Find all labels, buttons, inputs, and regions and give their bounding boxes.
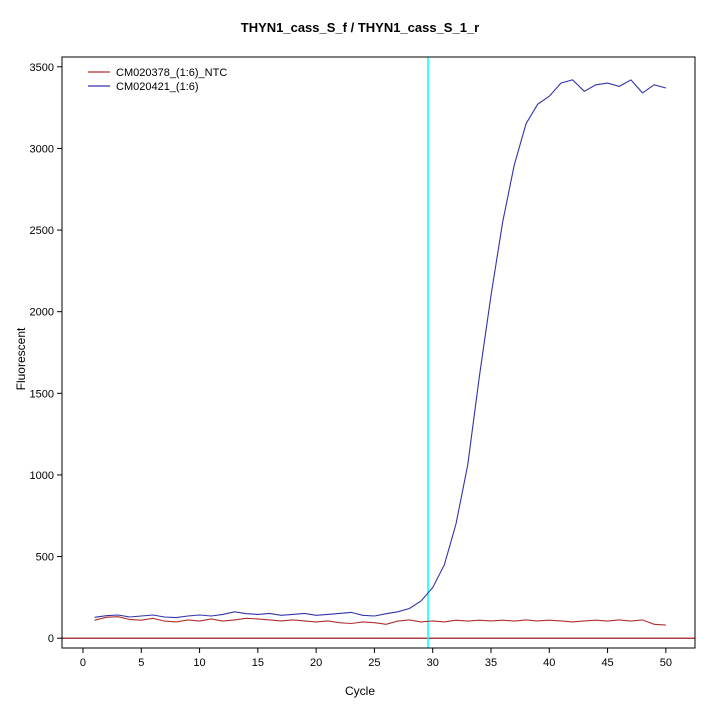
legend-label: CM020378_(1:6)_NTC: [116, 67, 227, 79]
x-tick-label: 50: [660, 657, 672, 669]
x-axis-label: Cycle: [344, 684, 375, 698]
series-line-0: [94, 616, 666, 626]
y-tick-label: 0: [48, 633, 54, 645]
x-tick-label: 15: [252, 657, 264, 669]
x-tick-label: 20: [310, 657, 322, 669]
y-tick-label: 3000: [30, 143, 54, 155]
y-tick-label: 3500: [30, 62, 54, 74]
y-tick-label: 1500: [30, 388, 54, 400]
x-tick-label: 40: [543, 657, 555, 669]
x-tick-label: 30: [427, 657, 439, 669]
y-tick-label: 500: [36, 552, 54, 564]
x-tick-label: 25: [368, 657, 380, 669]
x-tick-label: 35: [485, 657, 497, 669]
y-axis-label: Fluorescent: [14, 327, 28, 391]
plot-border: [61, 56, 696, 649]
x-tick-label: 10: [193, 657, 205, 669]
x-tick-label: 45: [601, 657, 613, 669]
x-tick-label: 0: [80, 657, 86, 669]
series-line-1: [94, 79, 667, 619]
y-tick-label: 2000: [30, 307, 54, 319]
chart-title: THYN1_cass_S_f / THYN1_cass_S_1_r: [240, 20, 480, 35]
legend-label: CM020421_(1:6): [116, 81, 199, 93]
y-tick-label: 1000: [30, 470, 54, 482]
x-tick-label: 5: [138, 657, 144, 669]
y-tick-label: 2500: [30, 225, 54, 237]
